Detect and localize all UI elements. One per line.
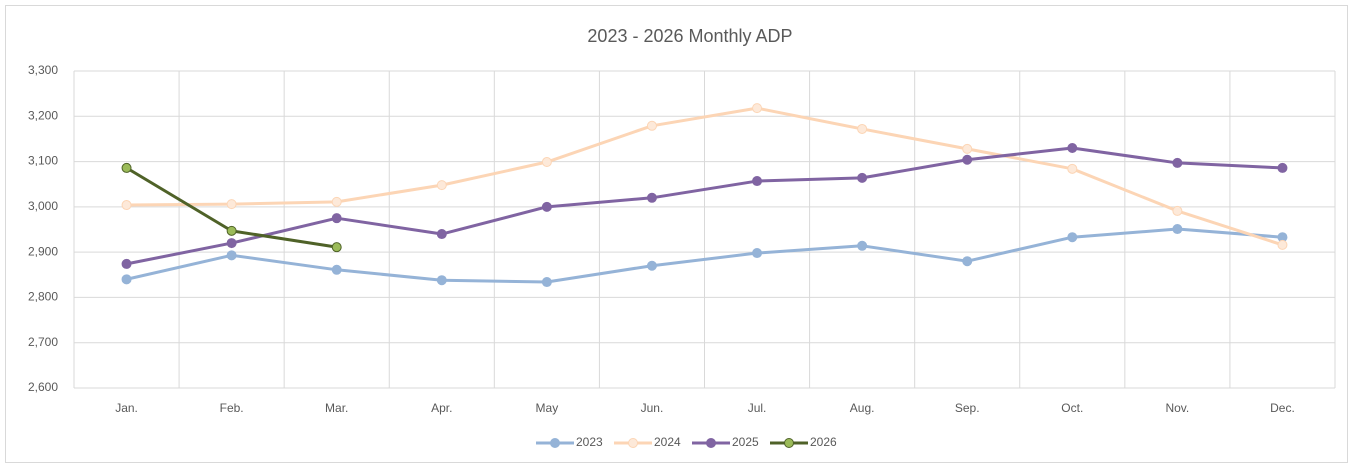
- point: [331, 264, 342, 275]
- legend-label: 2024: [654, 435, 681, 449]
- x-tick-label: Feb.: [220, 401, 244, 415]
- point: [1172, 224, 1183, 235]
- legend-marker: [550, 438, 560, 448]
- point: [226, 238, 237, 249]
- legend-marker: [784, 438, 794, 448]
- point: [1172, 157, 1183, 168]
- point: [436, 229, 447, 240]
- x-tick-label: Aug.: [850, 401, 875, 415]
- point: [541, 277, 552, 288]
- y-tick-label: 2,700: [28, 335, 58, 349]
- x-tick-label: Dec.: [1270, 401, 1295, 415]
- x-tick-label: Jul.: [748, 401, 767, 415]
- chart-title: 2023 - 2026 Monthly ADP: [587, 26, 792, 46]
- point: [226, 225, 237, 236]
- y-tick-label: 3,300: [28, 63, 58, 77]
- x-tick-label: Nov.: [1165, 401, 1189, 415]
- point: [1067, 232, 1078, 243]
- y-tick-label: 3,100: [28, 154, 58, 168]
- x-tick-label: Oct.: [1061, 401, 1083, 415]
- series-line: [126, 227, 1283, 284]
- point: [646, 192, 657, 203]
- legend-marker: [706, 438, 716, 448]
- point: [1172, 205, 1183, 216]
- point: [857, 240, 868, 251]
- point: [1067, 163, 1078, 174]
- y-tick-label: 2,800: [28, 290, 58, 304]
- legend-label: 2023: [576, 435, 603, 449]
- y-tick-label: 2,900: [28, 244, 58, 258]
- point: [226, 199, 237, 210]
- point: [541, 157, 552, 168]
- point: [857, 123, 868, 134]
- point: [121, 258, 132, 269]
- y-tick-label: 3,200: [28, 108, 58, 122]
- point: [331, 196, 342, 207]
- point: [331, 213, 342, 224]
- x-tick-label: Apr.: [431, 401, 452, 415]
- point: [752, 176, 763, 187]
- x-tick-label: Sep.: [955, 401, 980, 415]
- legend-label: 2026: [810, 435, 837, 449]
- chart-border: [5, 5, 1348, 463]
- point: [541, 201, 552, 212]
- point: [962, 154, 973, 165]
- point: [857, 172, 868, 183]
- legend-label: 2025: [732, 435, 759, 449]
- point: [1277, 162, 1288, 173]
- x-tick-label: May: [536, 401, 559, 415]
- point: [1067, 142, 1078, 153]
- y-tick-label: 2,600: [28, 380, 58, 394]
- series-line: [126, 106, 1283, 247]
- point: [436, 275, 447, 286]
- point: [752, 103, 763, 114]
- point: [646, 120, 657, 131]
- x-tick-label: Jun.: [641, 401, 664, 415]
- point: [331, 242, 342, 253]
- point: [121, 162, 132, 173]
- point: [121, 274, 132, 285]
- x-tick-label: Mar.: [325, 401, 348, 415]
- point: [436, 180, 447, 191]
- point: [962, 143, 973, 154]
- point: [646, 260, 657, 271]
- point: [1277, 239, 1288, 250]
- point: [226, 250, 237, 261]
- point: [962, 256, 973, 267]
- series-line: [126, 146, 1283, 266]
- legend-marker: [628, 438, 638, 448]
- y-tick-label: 3,000: [28, 199, 58, 213]
- point: [752, 248, 763, 259]
- point: [121, 200, 132, 211]
- x-tick-label: Jan.: [115, 401, 138, 415]
